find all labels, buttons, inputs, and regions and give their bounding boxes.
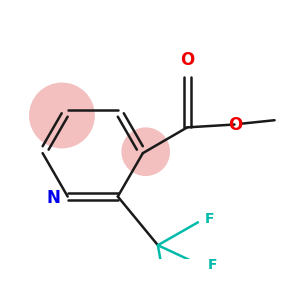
Circle shape [29,82,95,148]
Text: N: N [46,189,61,207]
Text: O: O [180,51,194,69]
Text: O: O [228,116,242,134]
Text: F: F [205,212,214,226]
Text: F: F [208,258,218,272]
Circle shape [122,128,170,176]
